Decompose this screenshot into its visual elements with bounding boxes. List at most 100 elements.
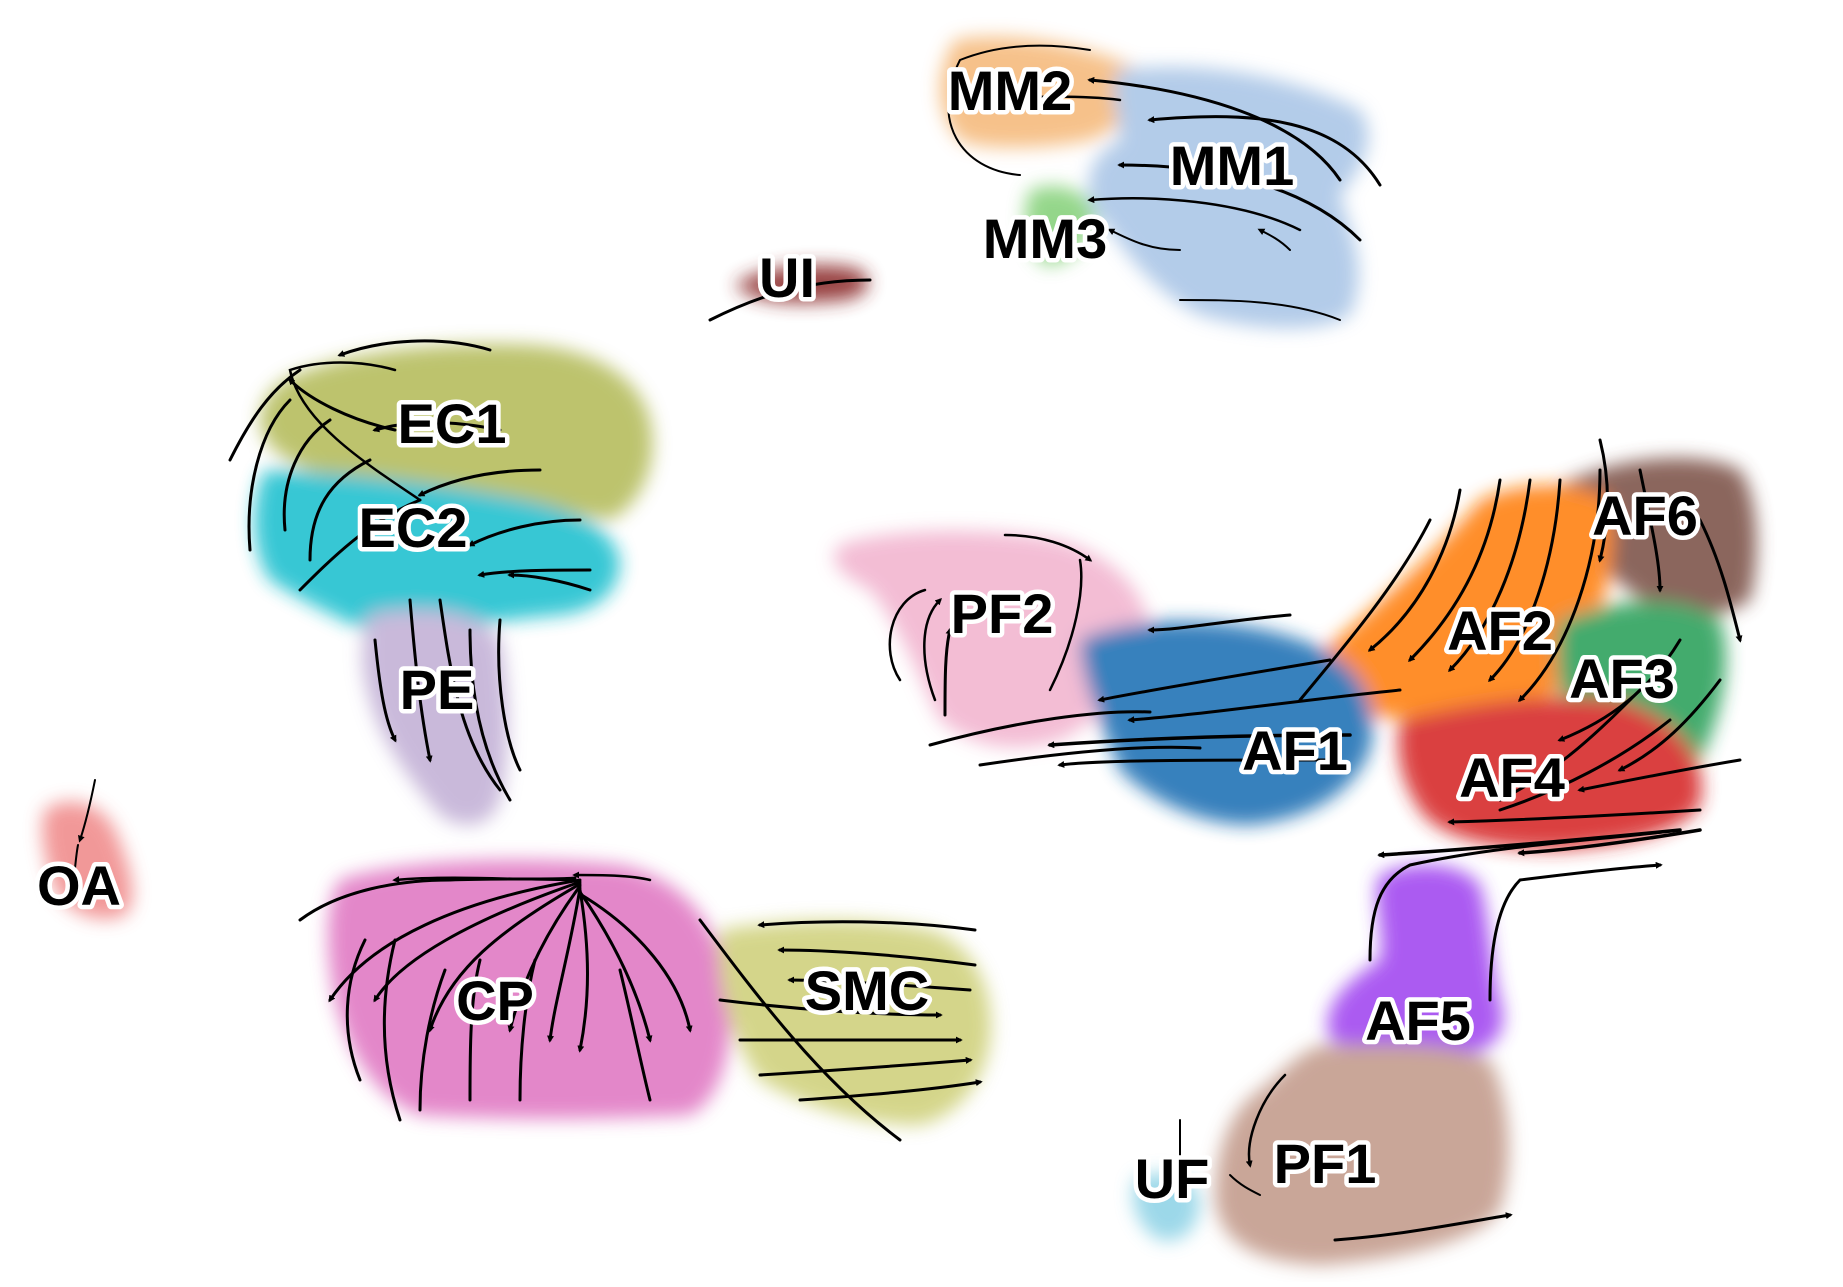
streamline xyxy=(718,998,943,1019)
streamline xyxy=(345,938,367,1082)
cluster-blob-af5 xyxy=(1327,864,1504,1057)
cluster-label: PF2 xyxy=(951,582,1054,645)
streamline xyxy=(1298,518,1432,702)
streamline xyxy=(468,628,512,802)
streamline xyxy=(978,745,1202,767)
streamline xyxy=(1087,76,1342,182)
streamline xyxy=(372,421,502,433)
streamline xyxy=(1107,228,1181,251)
streamline xyxy=(418,968,447,1112)
streamline xyxy=(698,918,902,1142)
streamline xyxy=(577,888,589,1053)
streamline xyxy=(228,368,302,462)
streamline xyxy=(1498,688,1642,802)
streamline xyxy=(1698,518,1743,643)
streamline xyxy=(408,598,433,763)
streamline xyxy=(1117,161,1362,242)
streamline xyxy=(798,1079,983,1102)
cluster-label: PF1 xyxy=(1274,1132,1377,1195)
streamline xyxy=(923,598,942,702)
cluster-label: AF2 xyxy=(1447,599,1553,662)
streamline xyxy=(518,958,537,1102)
streamline xyxy=(468,958,482,1102)
streamline xyxy=(1597,438,1609,563)
streamline xyxy=(1147,613,1292,634)
streamline xyxy=(1488,478,1562,682)
cluster-label: UF xyxy=(1135,1147,1210,1210)
streamline xyxy=(708,278,872,322)
streamline xyxy=(1488,861,1663,1002)
streamline xyxy=(578,890,653,1043)
streamline xyxy=(1367,488,1462,652)
streamline xyxy=(497,618,522,772)
cluster-blob-mm2 xyxy=(940,36,1143,148)
streamline xyxy=(298,498,422,592)
cluster-label: PE xyxy=(400,658,475,721)
streamline xyxy=(1147,115,1382,187)
streamline xyxy=(1048,558,1083,692)
cluster-label: AF5 xyxy=(1365,989,1471,1052)
cluster-label: AF1 xyxy=(1242,719,1348,782)
streamline xyxy=(547,886,582,1043)
cluster-label: UI xyxy=(759,246,815,309)
streamline xyxy=(957,95,1122,108)
streamline xyxy=(298,876,577,922)
cluster-label: AF4 xyxy=(1459,746,1565,809)
cluster-label: EC1 xyxy=(398,392,507,455)
streamline xyxy=(947,44,1091,176)
cluster-label: SMC xyxy=(805,959,929,1022)
cluster-label: AF6 xyxy=(1592,484,1698,547)
streamline xyxy=(1368,828,1682,962)
streamline xyxy=(373,638,397,743)
cluster-blob-mm3 xyxy=(1025,186,1095,265)
streamline xyxy=(1498,718,1672,812)
cluster-label: MM2 xyxy=(948,59,1072,122)
streamline xyxy=(1408,478,1502,662)
streamline xyxy=(1127,688,1402,724)
cluster-blob-pf2 xyxy=(834,530,1150,748)
streamline xyxy=(78,779,96,843)
streamline xyxy=(787,976,972,992)
streamline xyxy=(1638,468,1664,593)
streamline xyxy=(247,398,292,552)
streamline xyxy=(1447,808,1702,826)
streamline xyxy=(467,518,582,547)
streamline xyxy=(1517,828,1702,857)
streamline xyxy=(1047,733,1352,749)
cluster-label: MM3 xyxy=(983,207,1107,270)
streamline xyxy=(777,946,977,967)
cluster-blob-ui xyxy=(735,265,869,303)
streamline xyxy=(578,892,693,1033)
cluster-labels: MM2 MM1 MM3 UI EC1 EC2 PE PF2 AF6 AF2 AF… xyxy=(33,55,1703,1215)
cluster-blob-uf xyxy=(1132,1172,1200,1241)
cluster-label: MM1 xyxy=(1170,134,1294,197)
streamline xyxy=(288,378,397,432)
streamline xyxy=(1448,478,1532,672)
cluster-blob-af4 xyxy=(1398,696,1702,850)
streamline xyxy=(1577,758,1742,793)
cluster-label: AF3 xyxy=(1569,647,1675,710)
streamline xyxy=(758,1056,973,1077)
streamline xyxy=(1245,1073,1287,1168)
velocity-streamlines xyxy=(69,44,1743,1242)
cluster-label: OA xyxy=(37,854,121,917)
streamline xyxy=(1257,228,1291,251)
streamline xyxy=(572,871,652,882)
streamline xyxy=(507,571,592,592)
streamline xyxy=(1179,299,1341,321)
streamline xyxy=(308,458,372,562)
cluster-blob-af1 xyxy=(1080,621,1373,825)
streamline xyxy=(1057,758,1332,768)
streamline xyxy=(1617,678,1722,772)
streamline xyxy=(943,627,953,717)
cluster-blob-ec2 xyxy=(254,470,620,640)
streamline xyxy=(417,468,542,497)
streamline xyxy=(1087,196,1302,232)
cluster-blob-oa xyxy=(42,801,133,919)
streamline xyxy=(928,710,1152,747)
streamline xyxy=(428,882,582,1033)
streamline xyxy=(1229,1174,1261,1196)
cluster-blob-af6 xyxy=(1560,458,1757,616)
